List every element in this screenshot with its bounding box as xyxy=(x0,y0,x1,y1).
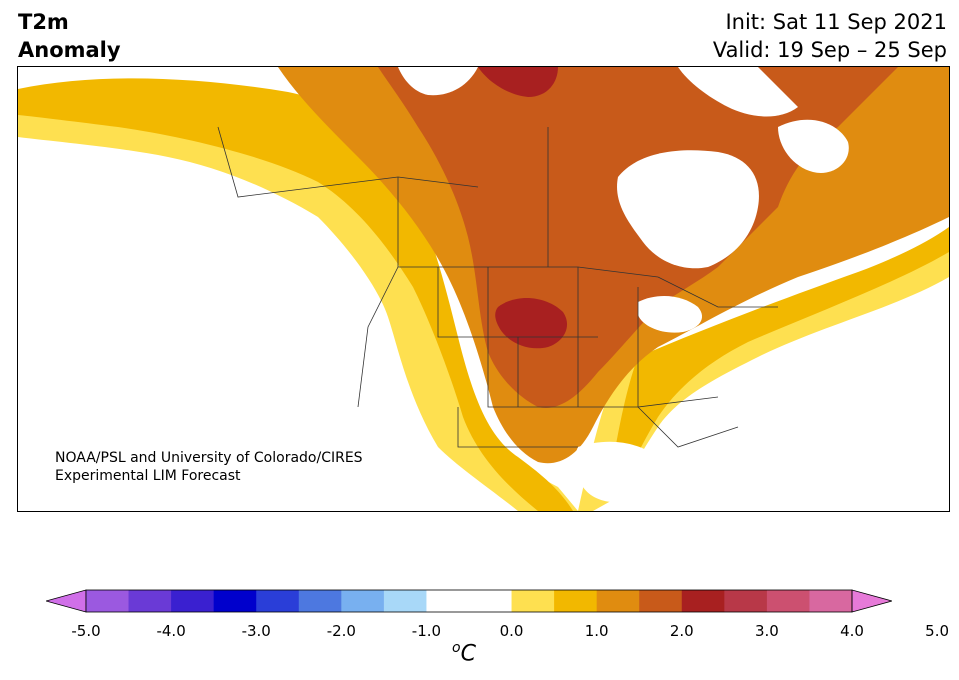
colorbar-tick-label: 5.0 xyxy=(925,622,950,640)
colorbar-segment xyxy=(298,590,342,612)
anomaly-map-canvas xyxy=(18,67,949,511)
colorbar-segment xyxy=(86,590,130,612)
colorbar-tick-label: 1.0 xyxy=(584,622,609,640)
init-date: Init: Sat 11 Sep 2021 xyxy=(725,10,947,34)
colorbar-tick-label: -1.0 xyxy=(411,622,442,640)
colorbar-tick-label: 3.0 xyxy=(754,622,779,640)
greenland-water xyxy=(678,67,798,117)
colorbar-extend-min xyxy=(46,589,87,613)
east-water xyxy=(778,119,849,173)
anomaly-region-1-east xyxy=(578,237,949,511)
colorbar-segment xyxy=(639,590,683,612)
colorbar-segment xyxy=(128,590,172,612)
colorbar-tick-label: -2.0 xyxy=(326,622,356,640)
credit-line2: Experimental LIM Forecast xyxy=(55,468,241,484)
great-lakes xyxy=(638,295,703,333)
colorbar-outline xyxy=(85,589,853,613)
colorbar-tick-label: 2.0 xyxy=(669,622,694,640)
colorbar-segment xyxy=(809,590,853,612)
colorbar-tick-label: 4.0 xyxy=(840,622,864,640)
colorbar-segment xyxy=(766,590,810,612)
colorbar xyxy=(46,589,892,613)
unit-label: oC xyxy=(452,640,476,666)
unit-letter: C xyxy=(460,641,476,667)
colorbar-segment xyxy=(256,590,300,612)
colorbar-segment xyxy=(596,590,640,612)
anomaly-region-1 xyxy=(18,85,578,511)
anomaly-map xyxy=(17,66,950,512)
colorbar-segment xyxy=(171,590,215,612)
colorbar-segment xyxy=(426,590,470,612)
anomaly-region-15-east xyxy=(608,227,949,487)
variable-title: T2m Anomaly xyxy=(18,8,121,64)
political-borders xyxy=(217,126,778,448)
valid-date: Valid: 19 Sep – 25 Sep xyxy=(712,38,947,62)
colorbar-tick-label: 0.0 xyxy=(499,622,524,640)
colorbar-tick-label: -5.0 xyxy=(71,622,101,640)
colorbar-segment xyxy=(681,590,725,612)
credit-line1: NOAA/PSL and University of Colorado/CIRE… xyxy=(55,450,363,466)
colorbar-segment xyxy=(341,590,385,612)
unit-degree-symbol: o xyxy=(452,640,461,656)
atlantic-water xyxy=(618,282,949,511)
colorbar-segment xyxy=(383,590,427,612)
anomaly-region-15 xyxy=(18,78,573,511)
colorbar-tick-label: -4.0 xyxy=(156,622,186,640)
variable-title-line2: Anomaly xyxy=(18,38,121,62)
colorbar-segment xyxy=(724,590,768,612)
hudson-bay xyxy=(617,150,759,269)
variable-title-line1: T2m xyxy=(18,10,69,34)
anomaly-region-3 xyxy=(495,297,568,349)
colorbar-extend-max xyxy=(851,589,892,613)
credit-text: NOAA/PSL and University of Colorado/CIRE… xyxy=(55,449,363,485)
arctic-water xyxy=(398,67,478,96)
colorbar-tick-label: -3.0 xyxy=(241,622,271,640)
colorbar-segment xyxy=(469,590,513,612)
gulf-water xyxy=(574,441,662,503)
colorbar-segment xyxy=(554,590,598,612)
pacific-water xyxy=(18,147,438,511)
colorbar-segment xyxy=(511,590,555,612)
anomaly-region-3-north xyxy=(478,67,558,97)
date-title: Init: Sat 11 Sep 2021 Valid: 19 Sep – 25… xyxy=(713,8,947,64)
colorbar-segment xyxy=(213,590,257,612)
